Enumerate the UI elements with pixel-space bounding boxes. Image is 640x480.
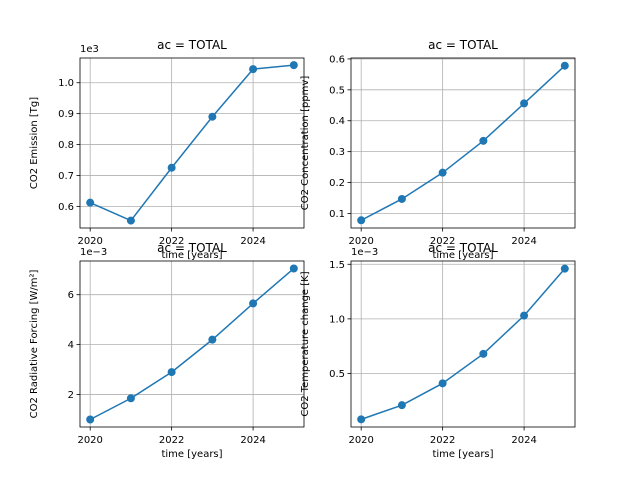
y-tick-label: 0.7 <box>58 171 74 182</box>
y-tick-label: 0.3 <box>329 147 345 158</box>
x-axis-label: time [years] <box>161 250 222 261</box>
x-axis-label: time [years] <box>432 449 493 460</box>
data-point <box>167 163 176 172</box>
axes-frame <box>79 260 305 428</box>
y-tick-label: 0.5 <box>329 369 345 380</box>
x-tick-label: 2022 <box>159 236 184 247</box>
x-tick-label: 2020 <box>348 236 373 247</box>
data-point <box>357 415 366 424</box>
data-point <box>289 61 298 70</box>
chart-panel-2: 2020 2022 2024 0.1 0.2 0.3 0.4 0.5 0.6 ac = TOTAL… <box>300 38 576 261</box>
chart-panel-1: 2020 2022 2024 0.6 0.7 0.8 0.9 1.0 1e3 ac = TOTAL… <box>29 38 305 261</box>
data-point <box>438 168 447 177</box>
y-offset-label: 1e3 <box>80 44 99 55</box>
chart-title: ac = TOTAL <box>157 38 227 52</box>
data-point <box>208 335 217 344</box>
series-line <box>89 267 295 421</box>
data-point <box>126 394 135 403</box>
series-line <box>360 268 566 421</box>
chart-title: ac = TOTAL <box>428 38 498 52</box>
y-axis-label: CO2 Emission [Tg] <box>29 97 40 189</box>
x-axis-label: time [years] <box>161 449 222 460</box>
y-tick-label: 1.0 <box>58 78 74 89</box>
y-offset-label: 1e−3 <box>80 247 107 258</box>
y-tick-label: 1.5 <box>329 260 345 271</box>
y-tick-label: 0.5 <box>329 85 345 96</box>
chart-title: ac = TOTAL <box>157 241 227 255</box>
y-tick-label: 0.6 <box>329 54 345 65</box>
chart-title: ac = TOTAL <box>428 241 498 255</box>
axes-frame <box>79 57 305 229</box>
axes-frame <box>350 260 576 428</box>
x-tick-label: 2022 <box>159 435 184 446</box>
data-point <box>479 136 488 145</box>
data-point <box>479 349 488 358</box>
x-tick-label: 2022 <box>430 236 455 247</box>
data-point <box>357 216 366 225</box>
x-tick-label: 2024 <box>240 435 265 446</box>
x-tick-label: 2024 <box>511 435 536 446</box>
data-point <box>249 65 258 74</box>
data-point <box>520 311 529 320</box>
series-line <box>360 65 566 221</box>
x-tick-label: 2022 <box>430 435 455 446</box>
y-tick-label: 4 <box>68 340 74 351</box>
data-point <box>520 99 529 108</box>
y-tick-label: 0.8 <box>58 140 74 151</box>
y-tick-label: 0.2 <box>329 178 345 189</box>
data-point <box>560 61 569 70</box>
y-axis-label: CO2 Concentration [ppmv] <box>300 76 311 211</box>
data-point <box>86 198 95 207</box>
series-line <box>89 64 294 222</box>
y-axis-label: CO2 Temperature change [K] <box>300 271 311 416</box>
data-point <box>208 112 217 121</box>
data-point <box>560 264 569 273</box>
y-tick-label: 0.9 <box>58 109 74 120</box>
y-tick-label: 2 <box>68 390 74 401</box>
x-tick-label: 2020 <box>77 435 102 446</box>
data-point <box>397 401 406 410</box>
data-point <box>249 299 258 308</box>
data-point <box>167 368 176 377</box>
x-tick-label: 2020 <box>77 236 102 247</box>
axes-frame <box>350 57 576 229</box>
y-tick-label: 0.4 <box>329 116 345 127</box>
x-axis-label: time [years] <box>432 250 493 261</box>
y-tick-label: 1.0 <box>329 314 345 325</box>
y-offset-label: 1e−3 <box>351 247 378 258</box>
data-point <box>438 379 447 388</box>
y-tick-label: 0.6 <box>58 202 74 213</box>
x-tick-label: 2020 <box>348 435 373 446</box>
data-point <box>289 264 298 273</box>
x-tick-label: 2024 <box>511 236 536 247</box>
x-tick-label: 2024 <box>240 236 265 247</box>
data-point <box>86 415 95 424</box>
data-point <box>126 216 135 225</box>
y-axis-label: CO2 Radiative Forcing [W/m²] <box>29 269 40 418</box>
y-tick-label: 6 <box>68 290 74 301</box>
data-point <box>397 194 406 203</box>
y-tick-label: 0.1 <box>329 209 345 220</box>
